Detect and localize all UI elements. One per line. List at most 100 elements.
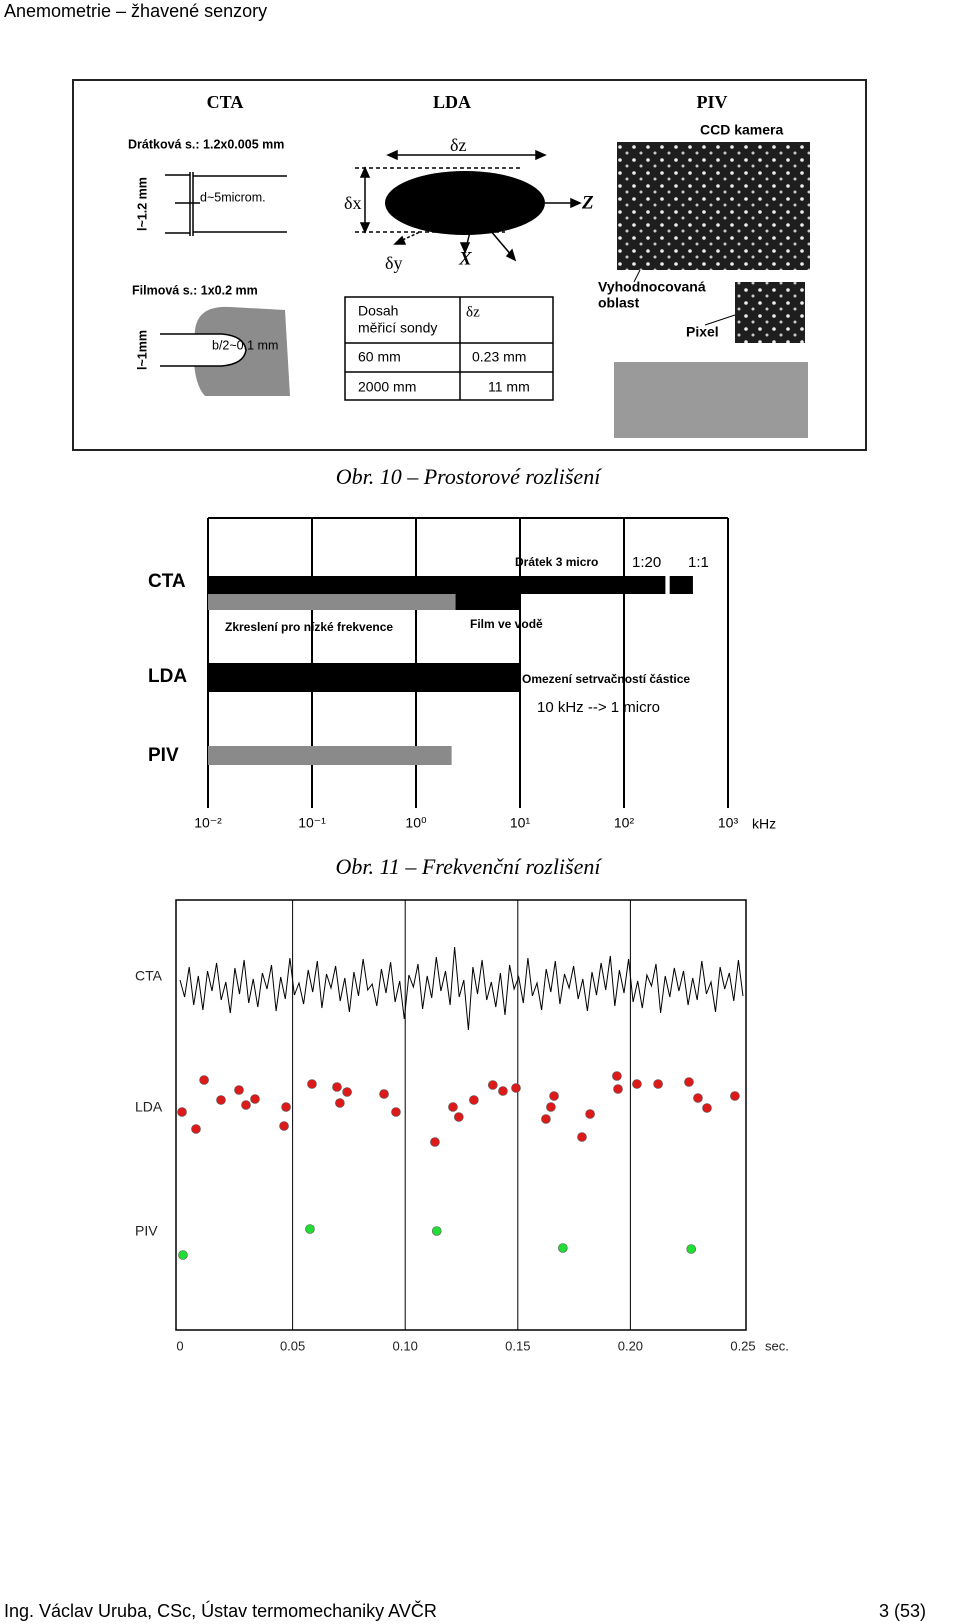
lda-point bbox=[281, 1102, 291, 1112]
lda-point bbox=[307, 1079, 317, 1089]
x-unit: sec. bbox=[765, 1338, 789, 1353]
wire-length: l~1.2 mm bbox=[135, 177, 149, 231]
footer-page: 3 (53) bbox=[879, 1601, 926, 1621]
table-cell: Dosah bbox=[358, 303, 398, 319]
lda-point bbox=[511, 1083, 521, 1093]
lda-point bbox=[234, 1085, 244, 1095]
category-label: CTA bbox=[148, 571, 186, 592]
bar bbox=[669, 576, 693, 594]
region-label: oblast bbox=[598, 295, 640, 311]
piv-point bbox=[558, 1243, 568, 1253]
table-cell: 2000 mm bbox=[358, 379, 416, 395]
lda-point bbox=[469, 1095, 479, 1105]
lda-point bbox=[279, 1121, 289, 1131]
lda-point bbox=[216, 1095, 226, 1105]
annotation: Drátek 3 micro bbox=[515, 555, 598, 569]
wire-sketch bbox=[165, 172, 287, 236]
caption: Obr. 11 – Frekvenční rozlišení bbox=[336, 854, 603, 879]
axis-z: Z bbox=[581, 192, 594, 213]
bar bbox=[208, 576, 666, 594]
film-length: l~1mm bbox=[135, 330, 149, 370]
axis-x: X bbox=[458, 248, 473, 269]
table-cell: 60 mm bbox=[358, 349, 401, 365]
bar bbox=[455, 594, 520, 610]
lda-point bbox=[541, 1114, 551, 1124]
plot-frame bbox=[175, 899, 747, 1331]
lda-point bbox=[546, 1102, 556, 1112]
signal-line bbox=[179, 946, 744, 1031]
measuring-volume bbox=[385, 171, 545, 235]
pixel-image bbox=[735, 282, 805, 343]
header-title: Anemometrie – žhavené senzory bbox=[4, 1, 267, 21]
x-tick-label: 0.05 bbox=[280, 1338, 305, 1353]
lda-point bbox=[549, 1091, 559, 1101]
x-tick-label: 0.25 bbox=[730, 1338, 755, 1353]
ccd-image bbox=[617, 142, 810, 270]
pointer bbox=[704, 314, 736, 326]
lda-point bbox=[241, 1100, 251, 1110]
film-label: Filmová s.: 1x0.2 mm bbox=[132, 283, 258, 297]
annotation: Film ve vodě bbox=[470, 617, 543, 631]
category-label: PIV bbox=[148, 745, 179, 766]
x-unit: kHz bbox=[752, 816, 776, 832]
lda-point bbox=[684, 1077, 694, 1087]
piv-point bbox=[178, 1250, 188, 1260]
heading: PIV bbox=[697, 92, 728, 112]
category-label: CTA bbox=[135, 968, 163, 984]
table-cell: δz bbox=[466, 304, 480, 320]
delta-y: δy bbox=[385, 253, 402, 273]
annotation: 10 kHz --> 1 micro bbox=[537, 699, 660, 716]
annotation: Omezení setrvačností částice bbox=[522, 672, 690, 686]
region-label: Vyhodnocovaná bbox=[598, 279, 706, 295]
lda-point bbox=[191, 1124, 201, 1134]
x-tick-label: 10³ bbox=[718, 815, 739, 831]
footer-author: Ing. Václav Uruba, CSc, Ústav termomecha… bbox=[4, 1600, 437, 1621]
bar bbox=[208, 663, 520, 692]
bar bbox=[208, 746, 452, 765]
table-cell: 11 mm bbox=[488, 379, 530, 395]
lda-point bbox=[577, 1132, 587, 1142]
x-tick-label: 10⁰ bbox=[405, 815, 427, 831]
lda-point bbox=[332, 1082, 342, 1092]
x-tick-label: 10² bbox=[614, 815, 635, 831]
film-width: b/2~0.1 mm bbox=[212, 338, 278, 352]
lda-point bbox=[335, 1098, 345, 1108]
annotation: Zkreslení pro nízké frekvence bbox=[225, 620, 393, 634]
category-label: LDA bbox=[135, 1099, 163, 1115]
x-tick-label: 0.15 bbox=[505, 1338, 530, 1353]
lda-point bbox=[730, 1091, 740, 1101]
lda-arrows bbox=[355, 149, 582, 262]
annotation: 1:1 bbox=[688, 554, 709, 571]
piv-point bbox=[305, 1224, 315, 1234]
category-label: LDA bbox=[148, 666, 187, 687]
lda-point bbox=[342, 1087, 352, 1097]
pointer bbox=[633, 269, 641, 283]
piv-point bbox=[686, 1244, 697, 1254]
delta-x: δx bbox=[344, 193, 361, 213]
heading: CTA bbox=[207, 92, 244, 112]
lda-point bbox=[612, 1071, 622, 1081]
x-tick-label: 10⁻¹ bbox=[298, 815, 326, 831]
lda-point bbox=[585, 1109, 595, 1119]
x-tick-label: 0.10 bbox=[393, 1338, 418, 1353]
lda-point bbox=[693, 1093, 703, 1103]
range-table bbox=[344, 296, 554, 401]
piv-point bbox=[431, 1226, 442, 1236]
x-tick-label: 0 bbox=[176, 1338, 183, 1353]
ccd-label: CCD kamera bbox=[700, 122, 783, 138]
lda-point bbox=[632, 1079, 642, 1089]
x-tick-label: 10¹ bbox=[510, 815, 531, 831]
table-cell: 0.23 mm bbox=[472, 349, 526, 365]
heading: LDA bbox=[433, 92, 471, 112]
annotation: 1:20 bbox=[632, 554, 661, 571]
lda-point bbox=[488, 1080, 498, 1090]
lda-point bbox=[199, 1075, 209, 1085]
lda-point bbox=[613, 1084, 623, 1094]
lda-point bbox=[177, 1107, 187, 1117]
wire-label: Drátková s.: 1.2x0.005 mm bbox=[128, 137, 284, 151]
delta-z: δz bbox=[450, 135, 466, 155]
lda-point bbox=[448, 1102, 458, 1112]
table-cell: měřicí sondy bbox=[358, 320, 437, 336]
